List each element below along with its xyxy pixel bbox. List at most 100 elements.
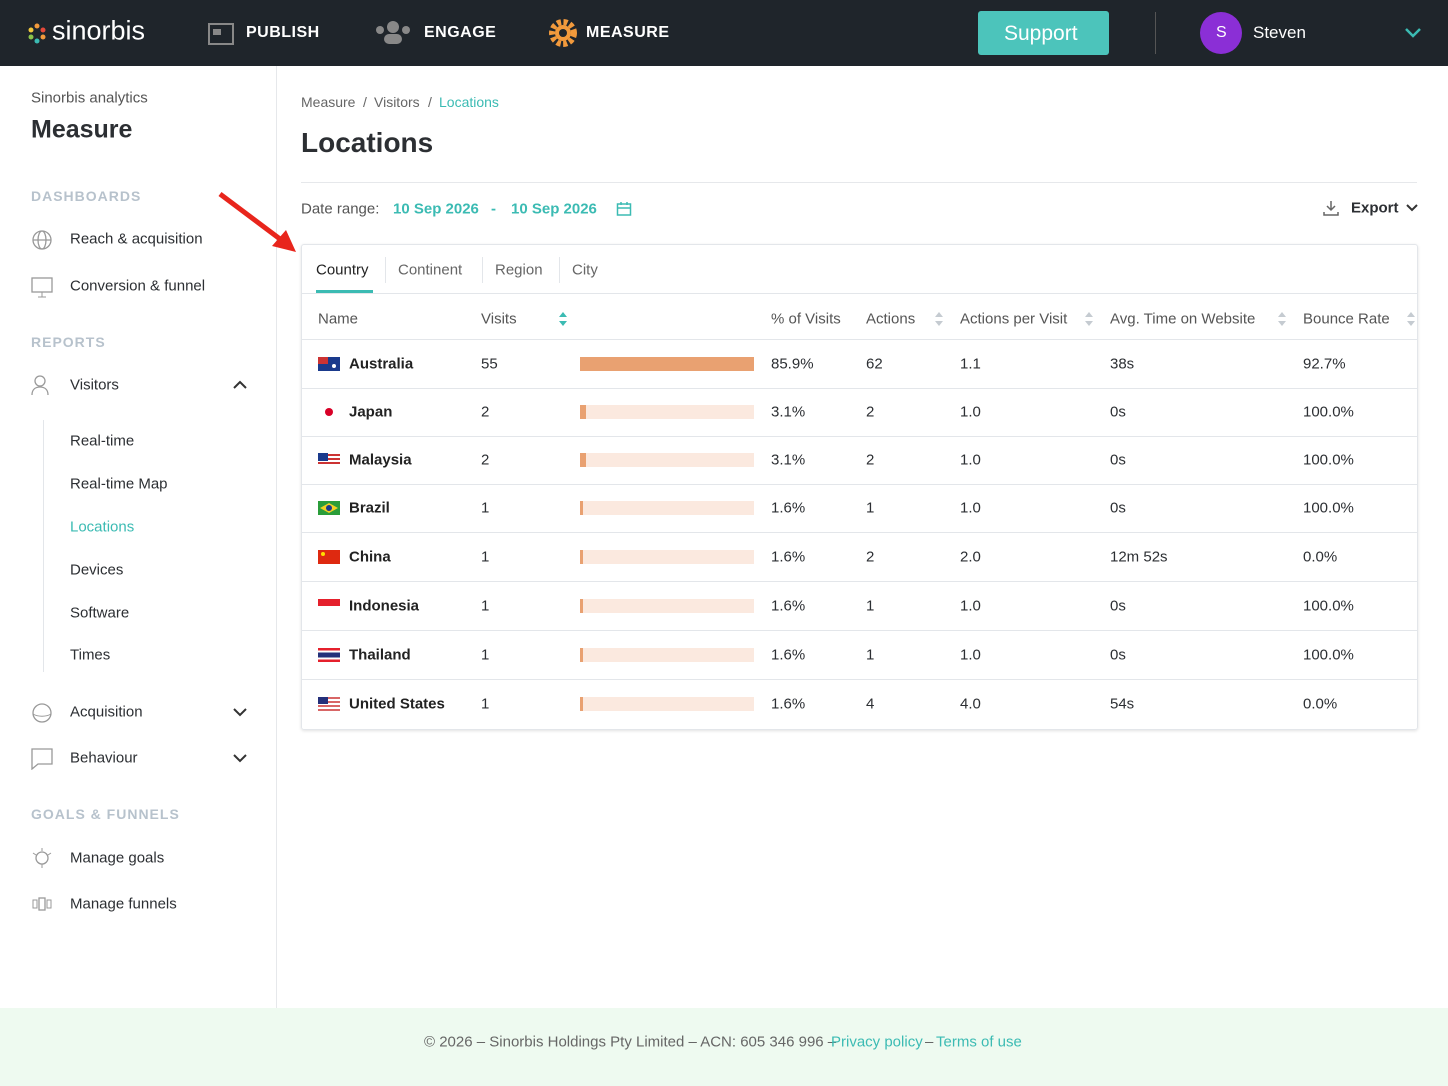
nav-link[interactable]: Reach & acquisition [70,230,203,248]
column-header[interactable]: Actions per Visit [960,310,1068,328]
column-header[interactable]: Bounce Rate [1303,310,1390,328]
column-header[interactable]: Actions [866,310,916,328]
country-name: Malaysia [349,451,412,469]
tab-divider [559,257,560,283]
section-heading: REPORTS [31,334,106,350]
sort-icon[interactable] [934,311,944,327]
flag [318,550,340,564]
export-button[interactable]: Export [1351,199,1399,217]
chevron-down[interactable] [233,707,247,717]
actions: 1 [866,646,875,664]
avatar-initial[interactable]: S [1216,24,1227,41]
bar-track [580,453,754,467]
actions-per-visit: 4.0 [960,695,981,713]
avg-time: 0s [1110,451,1126,469]
terms-link[interactable]: Terms of use [936,1033,1022,1051]
nav-sublink-active[interactable]: Locations [70,518,135,536]
globe-icon [32,230,52,250]
support-label[interactable]: Support [1004,22,1078,45]
actions: 62 [866,355,883,373]
nav-link[interactable]: Conversion & funnel [70,277,206,295]
sort-icon[interactable] [1277,311,1287,327]
user-menu-chevron[interactable] [1404,27,1422,39]
tab[interactable]: Continent [398,261,463,279]
nav-sublink[interactable]: Times [70,646,111,664]
nav-measure[interactable]: MEASURE [586,24,670,41]
nav-link[interactable]: Acquisition [70,703,143,721]
support-button[interactable] [978,11,1109,55]
download-icon[interactable] [1323,200,1339,216]
divider [1155,12,1156,54]
date-label: Date range: [301,200,380,218]
percent-visits: 1.6% [771,695,806,713]
logo[interactable]: sinorbis [52,15,146,46]
top-nav: sinorbis PUBLISH ENGAGE MEASURE Support … [0,0,1448,66]
bar-track [580,550,754,564]
column-header[interactable]: Visits [481,310,517,328]
nav-link[interactable]: Visitors [70,376,119,394]
user-name[interactable]: Steven [1253,23,1306,42]
percent-visits: 1.6% [771,499,806,517]
chevron-up[interactable] [233,380,247,390]
tab[interactable]: City [572,261,598,279]
actions-per-visit: 2.0 [960,548,981,566]
nav-sublink[interactable]: Real-time [70,432,135,450]
flag [318,357,340,371]
nav-link[interactable]: Behaviour [70,749,138,767]
logo-icon [28,23,46,44]
nav-sublink[interactable]: Real-time Map [70,475,168,493]
export-chevron[interactable] [1406,203,1418,212]
nav-publish[interactable]: PUBLISH [246,24,320,41]
nav-sublink[interactable]: Devices [70,561,124,579]
nav-link[interactable]: Manage goals [70,849,165,867]
bar-track [580,697,754,711]
date-separator: - [491,200,496,218]
date-end[interactable]: 10 Sep 2026 [511,200,597,218]
nav-link[interactable]: Manage funnels [70,895,177,913]
divider [301,182,1417,183]
sort-icon[interactable] [558,311,568,327]
country-name: United States [349,695,445,713]
row-border [302,484,1417,485]
avatar[interactable] [1200,12,1242,54]
avg-time: 0s [1110,597,1126,615]
visits: 2 [481,403,490,421]
bounce-rate: 0.0% [1303,695,1338,713]
sort-icon[interactable] [1084,311,1094,327]
section-heading: DASHBOARDS [31,188,142,204]
country-name: Australia [349,355,414,373]
actions: 4 [866,695,875,713]
bounce-rate: 100.0% [1303,597,1354,615]
visits: 2 [481,451,490,469]
flag [318,453,340,467]
tab-active[interactable]: Country [316,261,369,279]
actions: 1 [866,597,875,615]
percent-visits: 3.1% [771,451,806,469]
sort-icon[interactable] [1406,311,1416,327]
avg-time: 38s [1110,355,1135,373]
visitors-icon [31,375,49,396]
column-header[interactable]: Name [318,310,359,328]
country-name: Thailand [349,646,411,664]
tab[interactable]: Region [495,261,543,279]
bounce-rate: 100.0% [1303,403,1354,421]
bounce-rate: 100.0% [1303,646,1354,664]
breadcrumb[interactable]: Visitors [374,94,420,110]
nav-sublink[interactable]: Software [70,604,130,622]
row-border [302,388,1417,389]
calendar-icon[interactable] [616,201,632,217]
funnel-icon [31,277,53,298]
visits: 1 [481,597,490,615]
privacy-link[interactable]: Privacy policy [831,1033,923,1051]
nav-engage[interactable]: ENGAGE [424,24,497,41]
visits-bar [580,405,587,419]
row-border [302,532,1417,533]
tree-line [43,420,44,672]
chevron-down[interactable] [233,753,247,763]
column-header[interactable]: Avg. Time on Website [1110,310,1256,328]
date-start[interactable]: 10 Sep 2026 [393,200,479,218]
breadcrumb[interactable]: Measure [301,94,356,110]
sidebar-title: Measure [31,115,133,144]
column-header[interactable]: % of Visits [771,310,841,328]
